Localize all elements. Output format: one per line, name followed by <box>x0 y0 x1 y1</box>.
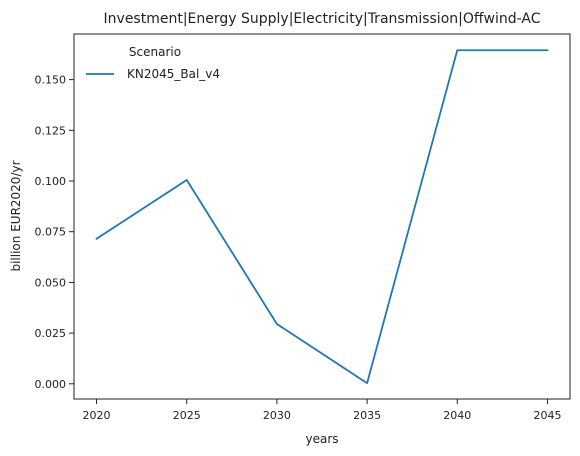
x-axis-label: years <box>305 432 338 446</box>
x-tick-label: 2020 <box>83 409 111 422</box>
y-tick-label: 0.125 <box>35 124 67 137</box>
y-tick-label: 0.150 <box>35 74 67 87</box>
plot-frame <box>73 33 571 400</box>
y-tick-label: 0.075 <box>35 226 67 239</box>
y-tick-label: 0.025 <box>35 327 67 340</box>
series-line-kn2045-bal-v4 <box>95 49 549 385</box>
y-axis: 0.000 0.025 0.050 0.075 0.100 0.125 0.150 <box>35 74 74 391</box>
chart-title: Investment|Energy Supply|Electricity|Tra… <box>104 11 541 27</box>
x-tick-label: 2040 <box>443 409 471 422</box>
y-tick-label: 0.000 <box>35 378 67 391</box>
y-tick-label: 0.100 <box>35 175 67 188</box>
y-tick-label: 0.050 <box>35 276 67 289</box>
legend: Scenario KN2045_Bal_v4 <box>86 45 220 81</box>
x-tick-label: 2045 <box>533 409 561 422</box>
plot-area <box>73 33 571 400</box>
x-tick-label: 2025 <box>173 409 201 422</box>
legend-label-kn2045-bal-v4: KN2045_Bal_v4 <box>127 67 220 81</box>
x-axis: 2020 2025 2030 2035 2040 2045 <box>83 399 561 422</box>
x-tick-label: 2030 <box>263 409 291 422</box>
y-axis-label: billion EUR2020/yr <box>9 160 23 271</box>
legend-title: Scenario <box>129 45 181 59</box>
x-tick-label: 2035 <box>353 409 381 422</box>
series-layer <box>95 49 549 385</box>
